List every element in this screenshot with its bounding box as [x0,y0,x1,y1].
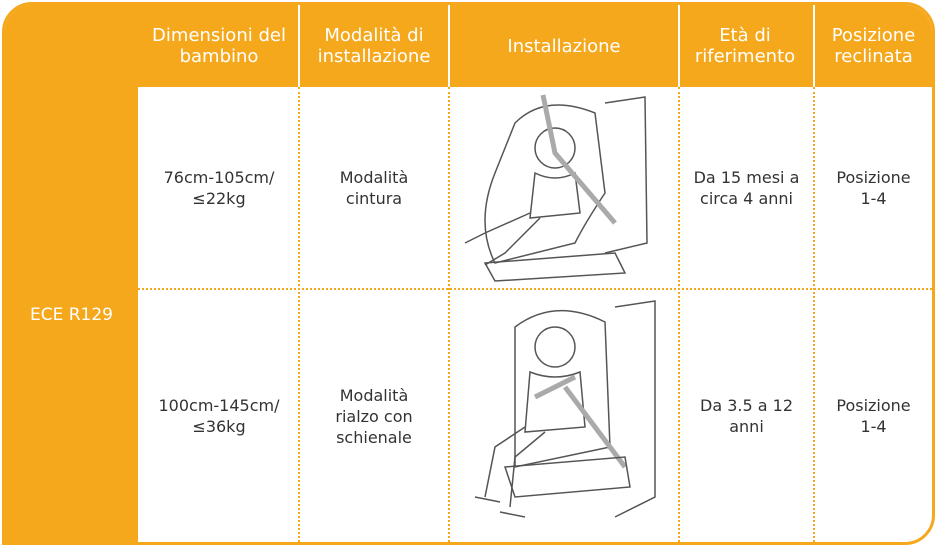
header-divider [813,5,815,87]
header-band [5,5,932,87]
header-divider [448,5,450,87]
cell: Posizione 1-4 [836,167,911,208]
column-header: Modalità di installazione [317,25,431,67]
illustration [464,94,648,282]
header-divider [298,5,300,87]
row-header: ECE R129 [29,304,114,325]
col-divider [813,87,815,542]
row-divider [138,288,932,290]
cell: 76cm-105cm/ ≤22kg [163,167,275,208]
cell: 100cm-145cm/ ≤36kg [158,396,280,436]
cell: Modalità cintura [339,167,409,208]
column-header: Installazione [507,35,621,57]
col-divider [678,87,680,542]
column-header: Dimensioni del bambino [152,25,286,67]
cell: Modalità rialzo con schienale [335,385,413,447]
column-header: Età di riferimento [694,25,796,67]
row-header-band [5,5,138,542]
cell: Posizione 1-4 [836,396,911,436]
col-divider [448,87,450,542]
col-divider [298,87,300,542]
illustration [474,300,656,518]
cell: Da 15 mesi a circa 4 anni [693,167,800,208]
header-divider [678,5,680,87]
column-header: Posizione reclinata [831,25,916,67]
cell: Da 3.5 a 12 anni [700,396,793,436]
